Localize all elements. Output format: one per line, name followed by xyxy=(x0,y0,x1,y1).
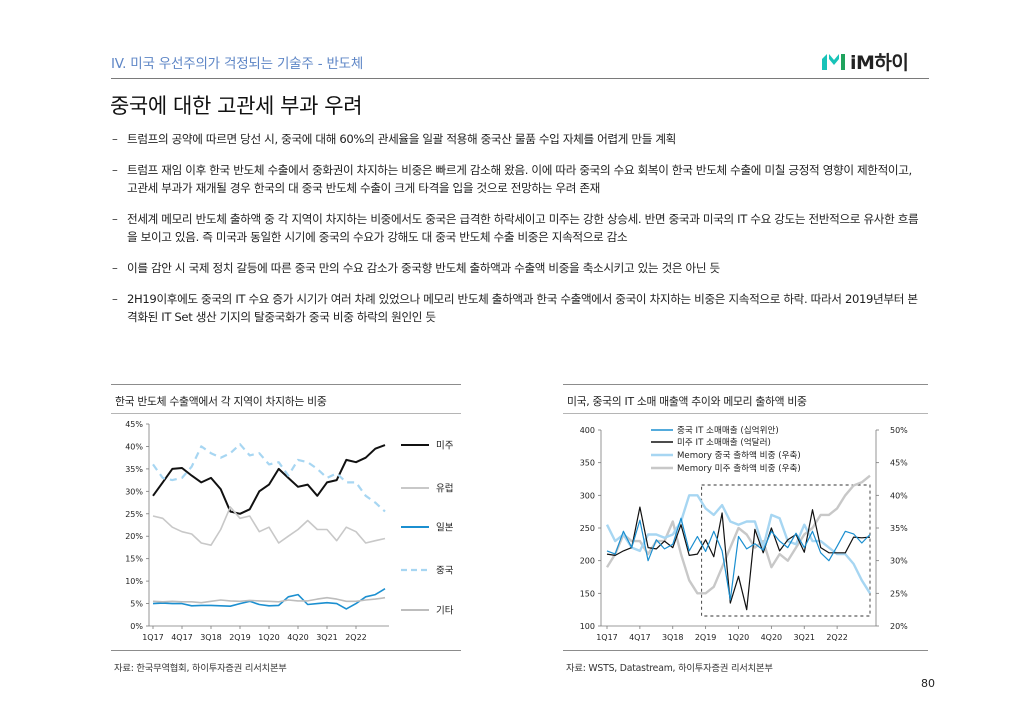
x-tick-label: 3Q21 xyxy=(793,633,815,642)
bullet-item: 트럼프 재임 이후 한국 반도체 수출에서 중화권이 차지하는 비중은 빠르게 … xyxy=(110,161,925,197)
y-tick-label: 45% xyxy=(125,420,143,429)
series-line-1 xyxy=(606,506,871,611)
legend-label: 유럽 xyxy=(436,484,453,495)
x-tick-label: 1Q20 xyxy=(258,633,280,642)
y-tick-label: 35% xyxy=(125,465,143,474)
y-tick-left-label: 350 xyxy=(580,459,595,468)
chart-title-rule xyxy=(111,413,461,414)
y-tick-label: 25% xyxy=(125,510,143,519)
bullet-item: 이를 감안 시 국제 정치 갈등에 따른 중국 만의 수요 감소가 중국향 반도… xyxy=(110,259,925,277)
y-tick-right-label: 45% xyxy=(890,459,908,468)
logo-text: iM하이 xyxy=(850,51,909,74)
chart-left-source: 자료: 한국무역협회, 하이투자증권 리서치본부 xyxy=(114,663,287,674)
chart-right-title: 미국, 중국의 IT 소매 매출액 추이와 메모리 출하액 비중 xyxy=(567,395,807,408)
chart-right-svg: 100 150 200 250 300 350 400 20% 25% 30% 35% 40% 45% 5… xyxy=(580,424,908,642)
y-tick-right-label: 30% xyxy=(890,557,908,566)
x-tick-label: 3Q18 xyxy=(662,633,684,642)
highlight-box xyxy=(701,484,871,617)
y-tick-label: 30% xyxy=(125,487,143,496)
series-line-1 xyxy=(152,506,386,546)
y-tick-right-label: 40% xyxy=(890,491,908,500)
bullet-item: 2H19이후에도 중국의 IT 수요 증가 시기가 여러 차례 있었으나 메모리… xyxy=(110,290,925,326)
y-tick-left-label: 250 xyxy=(580,524,595,533)
legend-label: Memory 중국 출하액 비중 (우축) xyxy=(677,449,801,461)
im-logo-icon xyxy=(820,50,846,72)
bullet-list: 트럼프의 공약에 따르면 당선 시, 중국에 대해 60%의 관세율을 일괄 적… xyxy=(110,130,925,339)
legend-label: Memory 미주 출하액 비중 (우축) xyxy=(677,462,801,474)
legend-label: 일본 xyxy=(436,523,454,534)
series-line-3 xyxy=(152,443,386,513)
y-tick-right-label: 50% xyxy=(890,426,908,435)
page-number: 80 xyxy=(921,677,935,690)
y-tick-right-label: 35% xyxy=(890,524,908,533)
x-tick-label: 1Q17 xyxy=(596,633,618,642)
bullet-item: 트럼프의 공약에 따르면 당선 시, 중국에 대해 60%의 관세율을 일괄 적… xyxy=(110,130,925,148)
series-line-0 xyxy=(152,444,386,515)
series-line-2 xyxy=(605,494,872,594)
y-tick-left-label: 300 xyxy=(580,491,595,500)
chart-title-rule xyxy=(563,413,928,414)
x-tick-label: 3Q18 xyxy=(200,633,222,642)
y-tick-left-label: 400 xyxy=(580,426,595,435)
x-tick-label: 2Q19 xyxy=(229,633,251,642)
series-line-3 xyxy=(605,474,871,595)
x-tick-label: 1Q17 xyxy=(142,633,164,642)
x-tick-label: 4Q17 xyxy=(629,633,651,642)
y-tick-label: 20% xyxy=(125,532,143,541)
x-tick-label: 4Q20 xyxy=(761,633,783,642)
series-line-4 xyxy=(152,596,386,604)
chart-left-svg: 0% 5% 10% 15% 20% 25% 30% 35% 40% 45% 1Q17 4Q17 3Q18… xyxy=(125,420,454,642)
chart-right-source: 자료: WSTS, Datastream, 하이투자증권 리서치본부 xyxy=(566,663,773,674)
x-tick-label: 4Q17 xyxy=(171,633,193,642)
chart-left-bottom-rule xyxy=(111,650,461,651)
y-tick-label: 5% xyxy=(130,600,143,609)
x-tick-label: 2Q22 xyxy=(345,633,367,642)
y-tick-right-label: 25% xyxy=(890,589,908,598)
chart-title-rule xyxy=(563,384,928,385)
bullet-item: 전세계 메모리 반도체 출하액 중 각 지역이 차지하는 비중에서도 중국은 급… xyxy=(110,210,925,246)
series-line-2 xyxy=(152,588,386,610)
chart-left-panel: 한국 반도체 수출액에서 각 지역이 차지하는 비중 0% 5% 10% 15% 20%… xyxy=(111,384,461,649)
header-divider xyxy=(111,78,929,79)
y-tick-label: 0% xyxy=(130,622,143,631)
x-tick-label: 3Q21 xyxy=(316,633,338,642)
series-line-0 xyxy=(606,517,871,601)
company-logo: iM하이 xyxy=(820,48,909,74)
legend-label: 미주 IT 소매매출 (억달러) xyxy=(677,436,771,448)
y-tick-left-label: 200 xyxy=(580,557,595,566)
section-label: IV. 미국 우선주의가 걱정되는 기술주 - 반도체 xyxy=(111,56,364,72)
legend-label: 기타 xyxy=(436,606,454,617)
legend-label: 중국 xyxy=(436,566,454,577)
legend-label: 중국 IT 소매매출 (십억위안) xyxy=(677,424,779,436)
chart-left-title: 한국 반도체 수출액에서 각 지역이 차지하는 비중 xyxy=(115,395,327,408)
legend-label: 미주 xyxy=(436,441,454,452)
page-title: 중국에 대한 고관세 부과 우려 xyxy=(110,94,363,118)
chart-right-panel: 미국, 중국의 IT 소매 매출액 추이와 메모리 출하액 비중 100 150 2… xyxy=(563,384,928,649)
chart-right-bottom-rule xyxy=(563,650,928,651)
x-tick-label: 1Q20 xyxy=(728,633,750,642)
x-tick-label: 4Q20 xyxy=(287,633,309,642)
x-tick-label: 2Q22 xyxy=(826,633,848,642)
y-tick-left-label: 150 xyxy=(580,589,595,598)
y-tick-label: 15% xyxy=(125,555,143,564)
y-tick-left-label: 100 xyxy=(580,622,595,631)
y-tick-label: 10% xyxy=(125,577,143,586)
x-tick-label: 2Q19 xyxy=(695,633,717,642)
y-tick-right-label: 20% xyxy=(890,622,908,631)
chart-title-rule xyxy=(111,384,461,385)
y-tick-label: 40% xyxy=(125,442,143,451)
